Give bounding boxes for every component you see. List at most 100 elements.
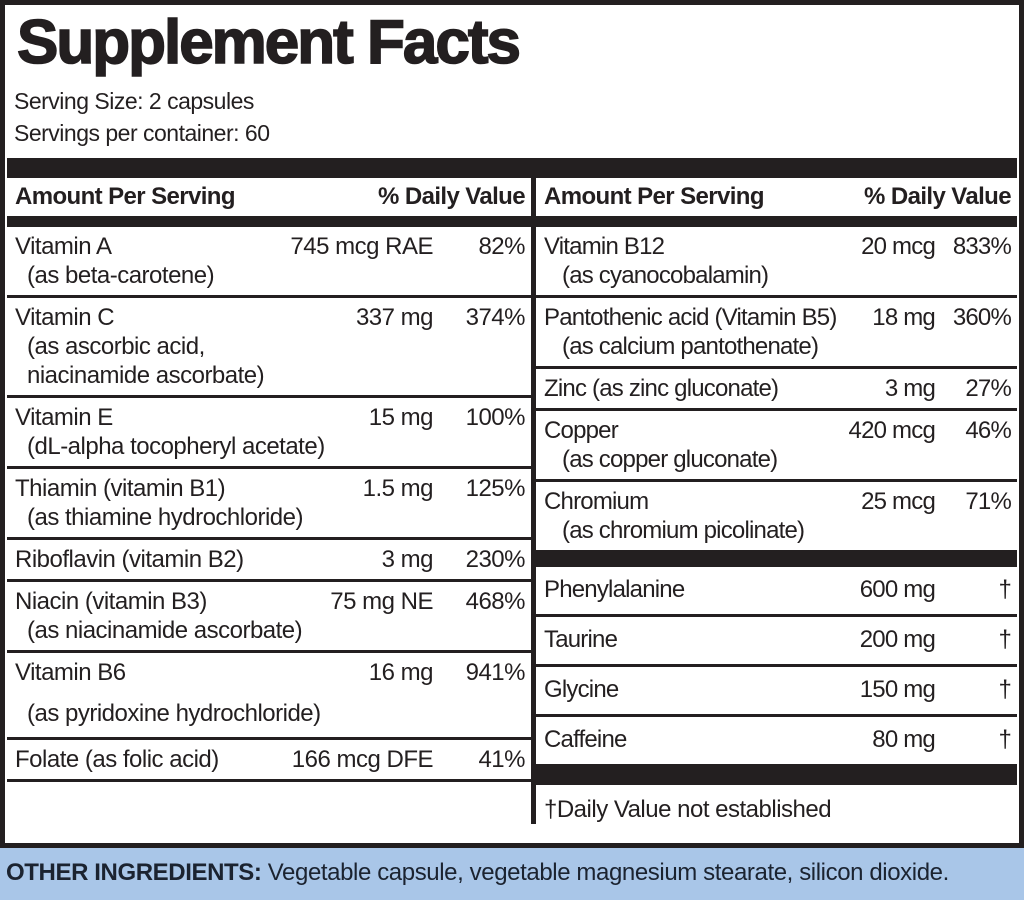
nutrient-row-riboflavin: Riboflavin (vitamin B2) 3 mg 230% (7, 540, 531, 582)
nutrient-columns: Vitamin A 745 mcg RAE 82% (as beta-carot… (7, 227, 1017, 843)
nutrient-amount: 16 mg (368, 659, 434, 686)
nutrient-name: Taurine (544, 626, 618, 653)
nutrient-name: Zinc (as zinc gluconate) (544, 375, 779, 402)
nutrient-dv-dagger: † (998, 676, 1011, 703)
amount-per-serving-header: Amount Per Serving (15, 183, 236, 210)
thick-divider-bar-amino (536, 550, 1017, 567)
left-nutrient-column: Vitamin A 745 mcg RAE 82% (as beta-carot… (7, 227, 531, 824)
daily-value-header: % Daily Value (864, 183, 1012, 210)
nutrient-amount: 18 mg (872, 304, 936, 331)
daily-value-header: % Daily Value (378, 183, 526, 210)
header-column-divider (531, 178, 536, 216)
nutrient-amount: 75 mg NE (330, 588, 433, 615)
right-nutrient-column: Vitamin B12 20 mcg 833% (as cyanocobalam… (536, 227, 1017, 824)
nutrient-dv: 46% (965, 417, 1011, 444)
nutrient-row-phenylalanine: Phenylalanine 600 mg † (536, 567, 1017, 617)
nutrient-name: Caffeine (544, 726, 627, 753)
nutrient-dv-dagger: † (998, 576, 1011, 603)
nutrient-name: Niacin (vitamin B3) (15, 588, 207, 615)
nutrient-source: (as copper gluconate) (562, 446, 778, 473)
nutrient-amount: 15 mg (368, 404, 434, 431)
nutrient-row-caffeine: Caffeine 80 mg † (536, 717, 1017, 764)
thick-divider-bar-top (7, 158, 1017, 178)
nutrient-name: Vitamin B12 (544, 233, 665, 260)
right-column-header: Amount Per Serving % Daily Value (536, 178, 1017, 216)
nutrient-amount: 20 mcg (861, 233, 936, 260)
nutrient-dv: 833% (952, 233, 1012, 260)
nutrient-source: niacinamide ascorbate) (27, 362, 265, 389)
nutrient-dv: 27% (965, 375, 1011, 402)
nutrient-dv: 41% (478, 746, 525, 773)
nutrient-source: (as chromium picolinate) (562, 517, 805, 544)
nutrient-name: Chromium (544, 488, 649, 515)
nutrient-row-niacin: Niacin (vitamin B3) 75 mg NE 468% (as ni… (7, 582, 531, 653)
nutrient-source: (as beta-carotene) (27, 262, 215, 289)
thick-divider-bar-footnote (536, 764, 1017, 785)
nutrient-dv: 360% (952, 304, 1012, 331)
nutrient-dv: 374% (465, 304, 526, 331)
column-divider (531, 227, 536, 824)
nutrient-name: Phenylalanine (544, 576, 685, 603)
nutrient-row-vitamin-e: Vitamin E 15 mg 100% (dL-alpha tocophery… (7, 398, 531, 469)
nutrient-name: Vitamin E (15, 404, 113, 431)
nutrient-row-thiamin: Thiamin (vitamin B1) 1.5 mg 125% (as thi… (7, 469, 531, 540)
nutrient-row-copper: Copper 420 mcg 46% (as copper gluconate) (536, 411, 1017, 482)
left-column-header: Amount Per Serving % Daily Value (7, 178, 531, 216)
nutrient-row-vitamin-a: Vitamin A 745 mcg RAE 82% (as beta-carot… (7, 227, 531, 298)
other-ingredients-label: OTHER INGREDIENTS: (6, 859, 262, 886)
table-header-row: Amount Per Serving % Daily Value Amount … (7, 178, 1017, 216)
nutrient-amount: 200 mg (859, 626, 936, 653)
nutrient-dv: 941% (465, 659, 526, 686)
nutrient-row-vitamin-c: Vitamin C 337 mg 374% (as ascorbic acid,… (7, 298, 531, 398)
nutrient-dv: 230% (465, 546, 526, 573)
nutrient-row-chromium: Chromium 25 mcg 71% (as chromium picolin… (536, 482, 1017, 550)
nutrient-dv-dagger: † (998, 626, 1011, 653)
serving-info: Serving Size: 2 capsules Servings per co… (7, 85, 1017, 149)
nutrient-source: (as thiamine hydrochloride) (27, 504, 303, 531)
nutrient-name: Riboflavin (vitamin B2) (15, 546, 244, 573)
other-ingredients-text: Vegetable capsule, vegetable magnesium s… (267, 859, 950, 886)
nutrient-dv: 468% (465, 588, 526, 615)
nutrient-name: Thiamin (vitamin B1) (15, 475, 226, 502)
nutrient-dv: 100% (465, 404, 526, 431)
nutrient-row-vitamin-b12: Vitamin B12 20 mcg 833% (as cyanocobalam… (536, 227, 1017, 298)
nutrient-amount: 3 mg (381, 546, 434, 573)
nutrient-row-folate: Folate (as folic acid) 166 mcg DFE 41% (7, 740, 531, 782)
nutrient-amount: 1.5 mg (362, 475, 434, 502)
daily-value-footnote: †Daily Value not established (544, 796, 832, 823)
nutrient-source: (as pyridoxine hydrochloride) (27, 700, 321, 727)
nutrient-source: (dL-alpha tocopheryl acetate) (27, 433, 325, 460)
nutrient-row-zinc: Zinc (as zinc gluconate) 3 mg 27% (536, 369, 1017, 411)
nutrient-name: Copper (544, 417, 619, 444)
nutrient-source: (as calcium pantothenate) (562, 333, 819, 360)
nutrient-name: Folate (as folic acid) (15, 746, 219, 773)
other-ingredients-strip: OTHER INGREDIENTS: Vegetable capsule, ve… (0, 848, 1024, 900)
nutrient-name: Vitamin A (15, 233, 112, 260)
nutrient-amount: 3 mg (884, 375, 936, 402)
nutrient-amount: 420 mcg (848, 417, 936, 444)
nutrient-amount: 745 mcg RAE (290, 233, 433, 260)
nutrient-amount: 166 mcg DFE (291, 746, 434, 773)
nutrient-row-pantothenic-acid: Pantothenic acid (Vitamin B5) 18 mg 360%… (536, 298, 1017, 369)
nutrient-row-taurine: Taurine 200 mg † (536, 617, 1017, 667)
divider-bar-under-header (7, 216, 1017, 227)
nutrient-source: (as niacinamide ascorbate) (27, 617, 303, 644)
nutrient-amount: 25 mcg (861, 488, 936, 515)
nutrient-name: Vitamin B6 (15, 659, 126, 686)
nutrient-dv: 125% (465, 475, 526, 502)
nutrient-amount: 150 mg (859, 676, 936, 703)
panel-title: Supplement Facts (16, 8, 522, 77)
supplement-facts-panel: Supplement Facts Serving Size: 2 capsule… (0, 0, 1024, 848)
nutrient-dv: 82% (478, 233, 525, 260)
nutrient-dv: 71% (965, 488, 1011, 515)
nutrient-source: (as ascorbic acid, (27, 333, 205, 360)
nutrient-source: (as cyanocobalamin) (562, 262, 769, 289)
nutrient-amount: 80 mg (872, 726, 936, 753)
nutrient-dv-dagger: † (998, 726, 1011, 753)
amount-per-serving-header: Amount Per Serving (544, 183, 765, 210)
servings-per-container: Servings per container: 60 (14, 120, 270, 146)
nutrient-row-vitamin-b6: Vitamin B6 16 mg 941% (as pyridoxine hyd… (7, 653, 531, 740)
nutrient-name: Glycine (544, 676, 619, 703)
nutrient-row-glycine: Glycine 150 mg † (536, 667, 1017, 717)
